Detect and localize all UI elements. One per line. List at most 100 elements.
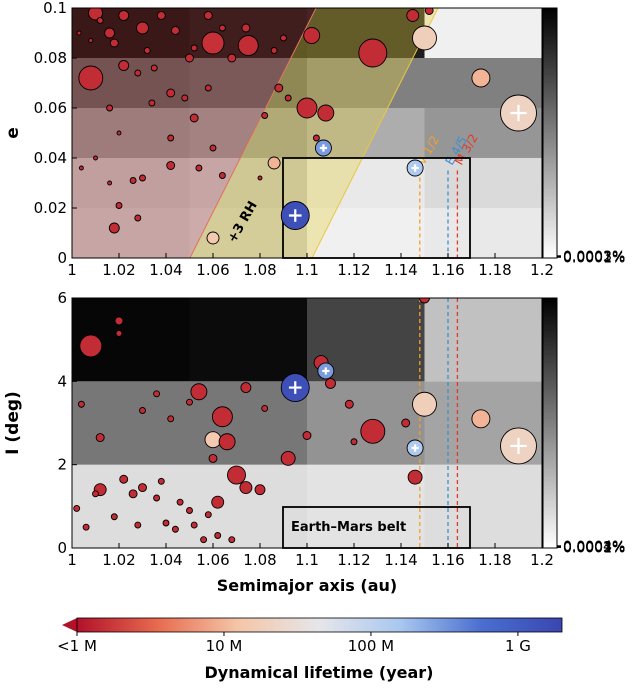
bottom-asteroid-point: [360, 418, 386, 444]
bottom-x-tick-label: 1.1: [295, 551, 319, 569]
bottom-asteroid-point: [204, 431, 222, 449]
top-asteroid-point: [261, 112, 269, 119]
bottom-asteroid-point: [239, 481, 253, 495]
bottom-asteroid-point: [227, 465, 246, 485]
top-asteroid-point: [195, 164, 203, 172]
bottom-density-cell: [72, 381, 190, 465]
lifetime-colorbar-tick-label: 100 M: [348, 637, 394, 655]
bottom-asteroid-point: [344, 399, 354, 409]
top-y-ticks: 0 0.02 0.04 0.06 0.08 0.1: [34, 0, 77, 267]
top-x-tick-label: 1.12: [337, 261, 370, 279]
bottom-asteroid-point: [157, 477, 165, 485]
bottom-asteroid-point: [82, 523, 90, 531]
bottom-asteroid-point: [176, 498, 184, 506]
top-y-tick-label: 0.08: [34, 49, 67, 67]
top-asteroid-point: [227, 53, 237, 63]
top-density-cell: [189, 158, 307, 208]
top-x-tick-label: 1.02: [102, 261, 135, 279]
top-y-tick-label: 0: [57, 249, 67, 267]
top-colorbar-tick-label: 0.0003%: [563, 249, 625, 265]
top-asteroid-point: [139, 174, 146, 182]
top-asteroid-point: [88, 8, 103, 21]
top-asteroid-point: [134, 69, 142, 77]
bottom-asteroid-point: [228, 536, 236, 544]
top-asteroid-point: [406, 9, 420, 22]
bottom-asteroid-point: [280, 450, 296, 466]
hill-edge-red: [189, 8, 317, 258]
top-asteroid-point: [148, 99, 156, 107]
top-asteroid-point: [237, 35, 259, 56]
bottom-asteroid-point: [419, 298, 430, 304]
hill-edge-yellow: [311, 8, 439, 258]
bottom-asteroid-point: [186, 507, 193, 514]
top-x-tick-label: 1.16: [431, 261, 464, 279]
bottom-density-cell: [424, 298, 542, 382]
top-y-label: e: [3, 127, 23, 139]
top-asteroid-point: [170, 26, 180, 35]
bottom-scatter-points: [73, 298, 537, 544]
top-colorbar-tick-label: 0.0001%: [563, 250, 625, 266]
top-asteroid-point: [115, 202, 123, 209]
top-asteroid-point: [116, 130, 122, 136]
top-plus-marker: [510, 104, 527, 122]
top-asteroid-point: [218, 24, 226, 32]
top-plus-marker: [288, 209, 302, 222]
top-y-tick-label: 0.06: [34, 99, 67, 117]
bottom-asteroid-point: [79, 334, 103, 358]
top-scatter-points: [76, 8, 537, 245]
top-x-tick-label: 1.18: [478, 261, 511, 279]
top-x-tick-label: 1.1: [295, 261, 319, 279]
top-asteroid-point: [96, 17, 104, 24]
top-asteroid-point: [143, 47, 151, 54]
bottom-density-cell: [72, 464, 190, 548]
top-asteroid-point: [270, 47, 278, 54]
top-plus-marker: [411, 164, 419, 172]
bottom-asteroid-point: [190, 521, 198, 529]
bottom-colorbar-tick-label: 0.0003%: [563, 539, 625, 555]
bottom-plus-marker: [411, 444, 419, 452]
bottom-asteroid-point: [153, 390, 161, 398]
belt-label: Earth–Mars belt: [291, 520, 406, 535]
bottom-asteroid-point: [115, 329, 123, 337]
top-asteroid-point: [185, 53, 194, 63]
top-asteroid-point: [424, 8, 434, 15]
bottom-asteroid-point: [254, 484, 266, 496]
bottom-colorbar-ticks: 0.0001%0.0002%0.0003%0.0004%: [557, 539, 625, 556]
bottom-x-tick-label: 1.04: [149, 551, 182, 569]
lifetime-colorbar-arrow: [62, 618, 77, 632]
top-x-tick-label: 1.2: [530, 261, 554, 279]
bottom-y-label: I (deg): [3, 391, 23, 455]
top-asteroid-point: [106, 104, 114, 112]
bottom-colorbar-tick-label: 0.0004%: [563, 539, 625, 555]
bottom-plus-marker: [510, 437, 527, 455]
bottom-asteroid-point: [95, 433, 105, 443]
top-asteroid-point: [209, 144, 217, 152]
bottom-asteroid-point: [190, 383, 208, 401]
bottom-x-tick-label: 1.2: [530, 551, 554, 569]
top-colorbar: [542, 7, 558, 259]
top-x-tick-label: 1.08: [243, 261, 276, 279]
bottom-asteroid-point: [208, 453, 218, 463]
bottom-asteroid-point: [204, 511, 212, 519]
top-asteroid-point: [284, 94, 292, 102]
top-asteroid-point: [150, 64, 158, 72]
top-density-cell: [72, 108, 190, 158]
bottom-asteroid-point: [240, 382, 252, 394]
bottom-asteroid-point: [167, 415, 175, 423]
top-colorbar-tick-label: 0.0002%: [563, 250, 625, 266]
top-asteroid-point: [296, 97, 318, 119]
lifetime-colorbar-bar: [76, 617, 563, 633]
top-asteroid-point: [107, 180, 113, 186]
bottom-asteroid-point: [119, 474, 129, 484]
top-x-tick-label: 1.04: [149, 261, 182, 279]
lifetime-colorbar-label: Dynamical lifetime (year): [205, 663, 434, 682]
top-asteroid-point: [412, 25, 437, 51]
bottom-asteroid-point: [92, 490, 99, 498]
bottom-y-tick-label: 6: [57, 289, 67, 307]
bottom-y-ticks: 0 2 4 6: [57, 289, 77, 557]
bottom-y-tick-label: 0: [57, 539, 67, 557]
top-asteroid-point: [267, 156, 281, 170]
bottom-x-tick-label: 1.06: [196, 551, 229, 569]
bottom-plus-marker: [322, 367, 330, 375]
